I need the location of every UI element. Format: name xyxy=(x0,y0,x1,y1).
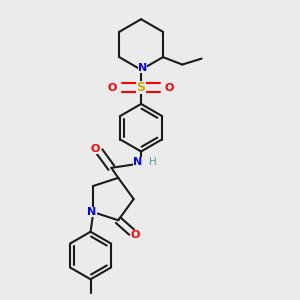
Text: S: S xyxy=(136,81,146,94)
Text: O: O xyxy=(90,143,100,154)
Text: O: O xyxy=(165,82,174,93)
Text: N: N xyxy=(134,157,143,167)
Text: O: O xyxy=(108,82,117,93)
Text: O: O xyxy=(130,230,140,240)
Text: N: N xyxy=(87,207,97,217)
Text: H: H xyxy=(148,157,156,167)
Text: N: N xyxy=(138,63,147,73)
